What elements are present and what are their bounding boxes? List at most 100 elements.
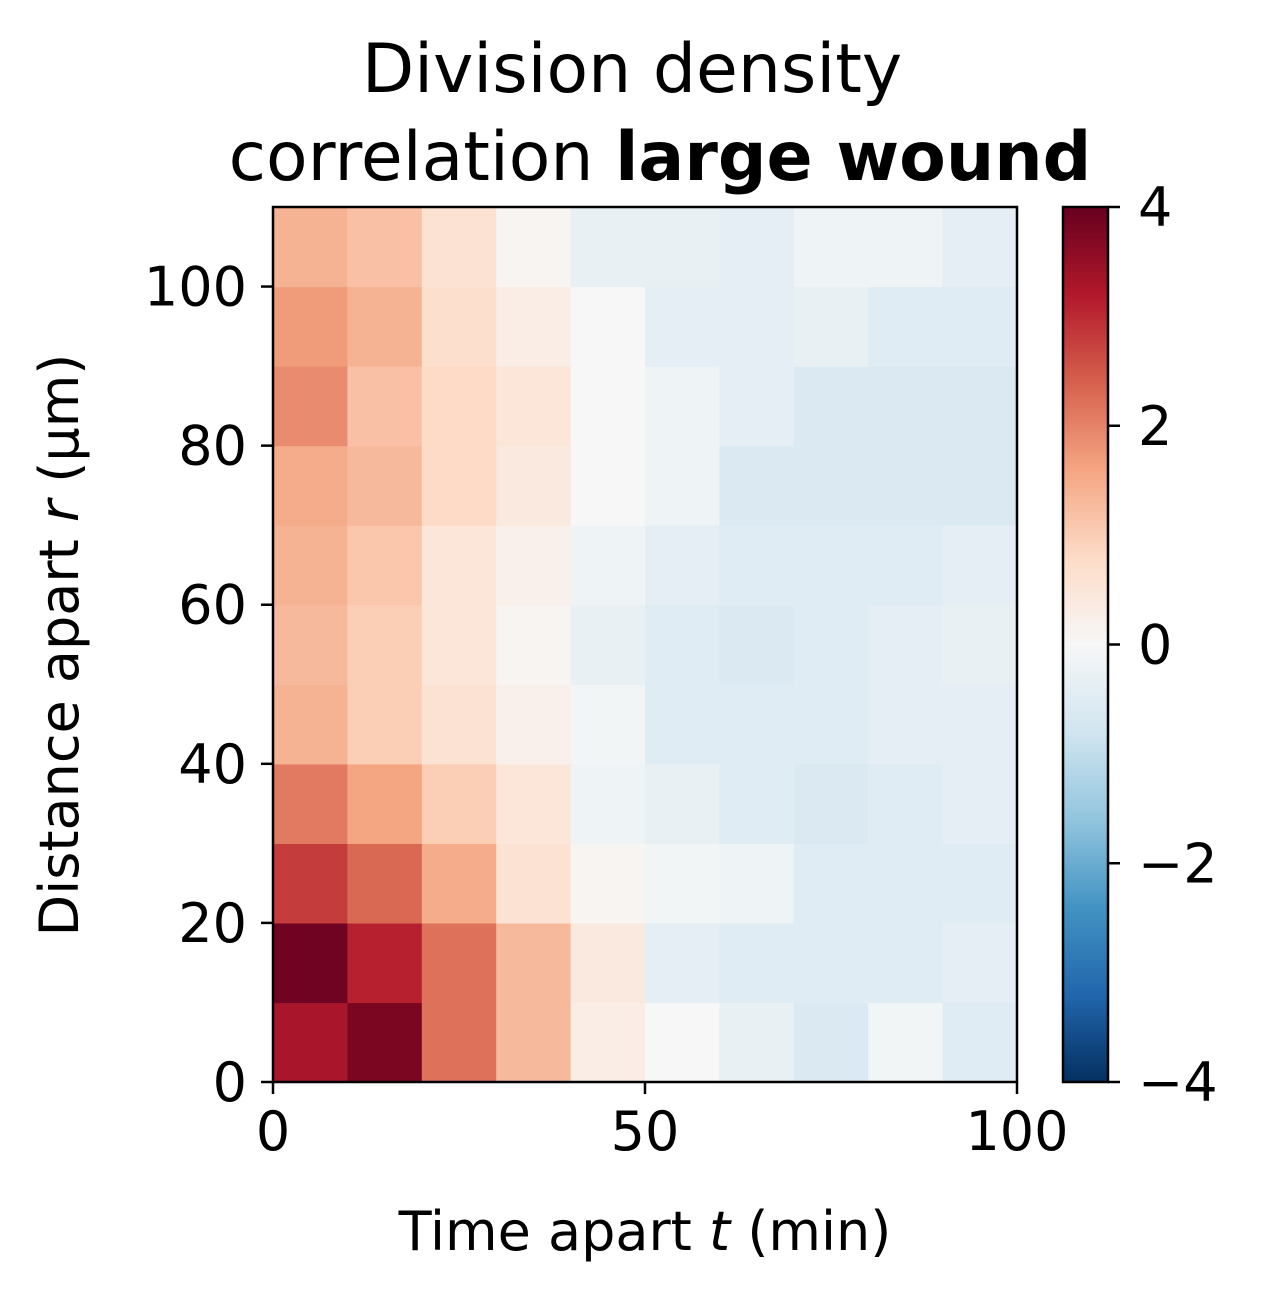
heatmap-cell: [570, 922, 646, 1004]
heatmap-cell: [719, 843, 795, 924]
heatmap-cell: [645, 604, 720, 685]
colorbar-ticks: 4 2 0 −2 −4: [1108, 176, 1218, 1114]
heatmap-cell: [942, 286, 1018, 367]
heatmap-cell: [942, 843, 1018, 924]
heatmap-cell: [347, 843, 423, 924]
heatmap-cell: [645, 684, 720, 765]
heatmap-cell: [273, 922, 348, 1004]
heatmap-cell: [868, 843, 944, 924]
chart-title-bold: large wound: [615, 118, 1091, 197]
x-axis-label: Time apart t (min): [398, 1200, 892, 1263]
heatmap-cell: [496, 1002, 572, 1083]
heatmap-cell: [570, 366, 646, 447]
heatmap-cell: [496, 207, 572, 288]
heatmap-cell: [496, 843, 572, 924]
heatmap-cell: [719, 922, 795, 1004]
heatmap-cell: [421, 604, 497, 685]
heatmap-cell: [942, 684, 1018, 765]
heatmap-cell: [570, 525, 646, 606]
heatmap-cell: [570, 604, 646, 685]
heatmap-cell: [347, 286, 423, 367]
heatmap-cell: [570, 207, 646, 288]
chart-title-normal: correlation: [229, 118, 615, 197]
heatmap-cell: [645, 445, 720, 526]
heatmap-cell: [645, 843, 720, 924]
x-tick-label: 100: [965, 1100, 1068, 1163]
heatmap-cell: [645, 763, 720, 844]
heatmap-cell: [793, 445, 869, 526]
heatmap-cell: [868, 684, 944, 765]
heatmap-cell: [793, 525, 869, 606]
heatmap-cell: [942, 922, 1018, 1004]
y-tick-label: 60: [178, 574, 247, 637]
x-tick-label: 50: [611, 1100, 680, 1163]
heatmap-cell: [719, 684, 795, 765]
heatmap-cell: [719, 1002, 795, 1083]
x-tick-label: 0: [256, 1100, 290, 1163]
heatmap-cell: [645, 286, 720, 367]
heatmap-cell: [645, 1002, 720, 1083]
heatmap-cell: [273, 286, 348, 367]
heatmap-cell: [347, 207, 423, 288]
colorbar: [1061, 205, 1110, 1084]
heatmap-cell: [273, 1002, 348, 1083]
heatmap-cell: [421, 525, 497, 606]
heatmap-cell: [496, 445, 572, 526]
heatmap-cell: [719, 604, 795, 685]
heatmap-cell: [719, 366, 795, 447]
y-tick-label: 20: [178, 892, 247, 955]
heatmap-cell: [273, 525, 348, 606]
colorbar-tick-label: −2: [1138, 832, 1218, 895]
heatmap-cell: [496, 684, 572, 765]
heatmap-cell: [421, 763, 497, 844]
heatmap-cell: [347, 1002, 423, 1083]
heatmap-cell: [347, 525, 423, 606]
heatmap-cell: [868, 286, 944, 367]
heatmap-cell: [942, 763, 1018, 844]
heatmap-cell: [868, 366, 944, 447]
heatmap-cell: [868, 1002, 944, 1083]
chart-title-line2: correlation large wound: [229, 118, 1092, 197]
heatmap-cell: [347, 684, 423, 765]
colorbar-tick-label: 0: [1138, 614, 1172, 677]
heatmap-cell: [421, 445, 497, 526]
heatmap-cell: [421, 366, 497, 447]
heatmap-cell: [868, 763, 944, 844]
heatmap-cell: [645, 922, 720, 1004]
heatmap-cell: [645, 366, 720, 447]
heatmap-cell: [942, 525, 1018, 606]
heatmap-cell: [496, 286, 572, 367]
heatmap-cell: [347, 922, 423, 1004]
heatmap-cell: [570, 843, 646, 924]
y-tick-label: 100: [144, 256, 247, 319]
heatmap-cell: [421, 843, 497, 924]
heatmap-cell: [942, 1002, 1018, 1083]
y-tick-label: 40: [178, 733, 247, 796]
colorbar-tick-label: 2: [1138, 395, 1172, 458]
heatmap-cell: [793, 604, 869, 685]
heatmap-cell: [942, 604, 1018, 685]
heatmap-cell: [421, 922, 497, 1004]
heatmap-cell: [719, 286, 795, 367]
heatmap-cell: [793, 922, 869, 1004]
heatmap-cell: [868, 525, 944, 606]
heatmap-cell: [273, 207, 348, 288]
heatmap-cell: [868, 604, 944, 685]
heatmap-cell: [496, 525, 572, 606]
heatmap-cell: [347, 604, 423, 685]
heatmap-cell: [347, 445, 423, 526]
heatmap-cell: [719, 445, 795, 526]
heatmap-cell: [942, 366, 1018, 447]
heatmap-cell: [793, 366, 869, 447]
colorbar-tick-label: −4: [1138, 1051, 1218, 1114]
heatmap-cell: [942, 207, 1018, 288]
heatmap-cell: [496, 366, 572, 447]
heatmap-cell: [421, 207, 497, 288]
heatmap-cell: [273, 684, 348, 765]
heatmap-cell: [942, 445, 1018, 526]
heatmap-cell: [793, 207, 869, 288]
heatmap-cell: [645, 207, 720, 288]
heatmap-cell: [496, 922, 572, 1004]
y-axis-ticks: 0 20 40 60 80 100: [144, 256, 273, 1114]
